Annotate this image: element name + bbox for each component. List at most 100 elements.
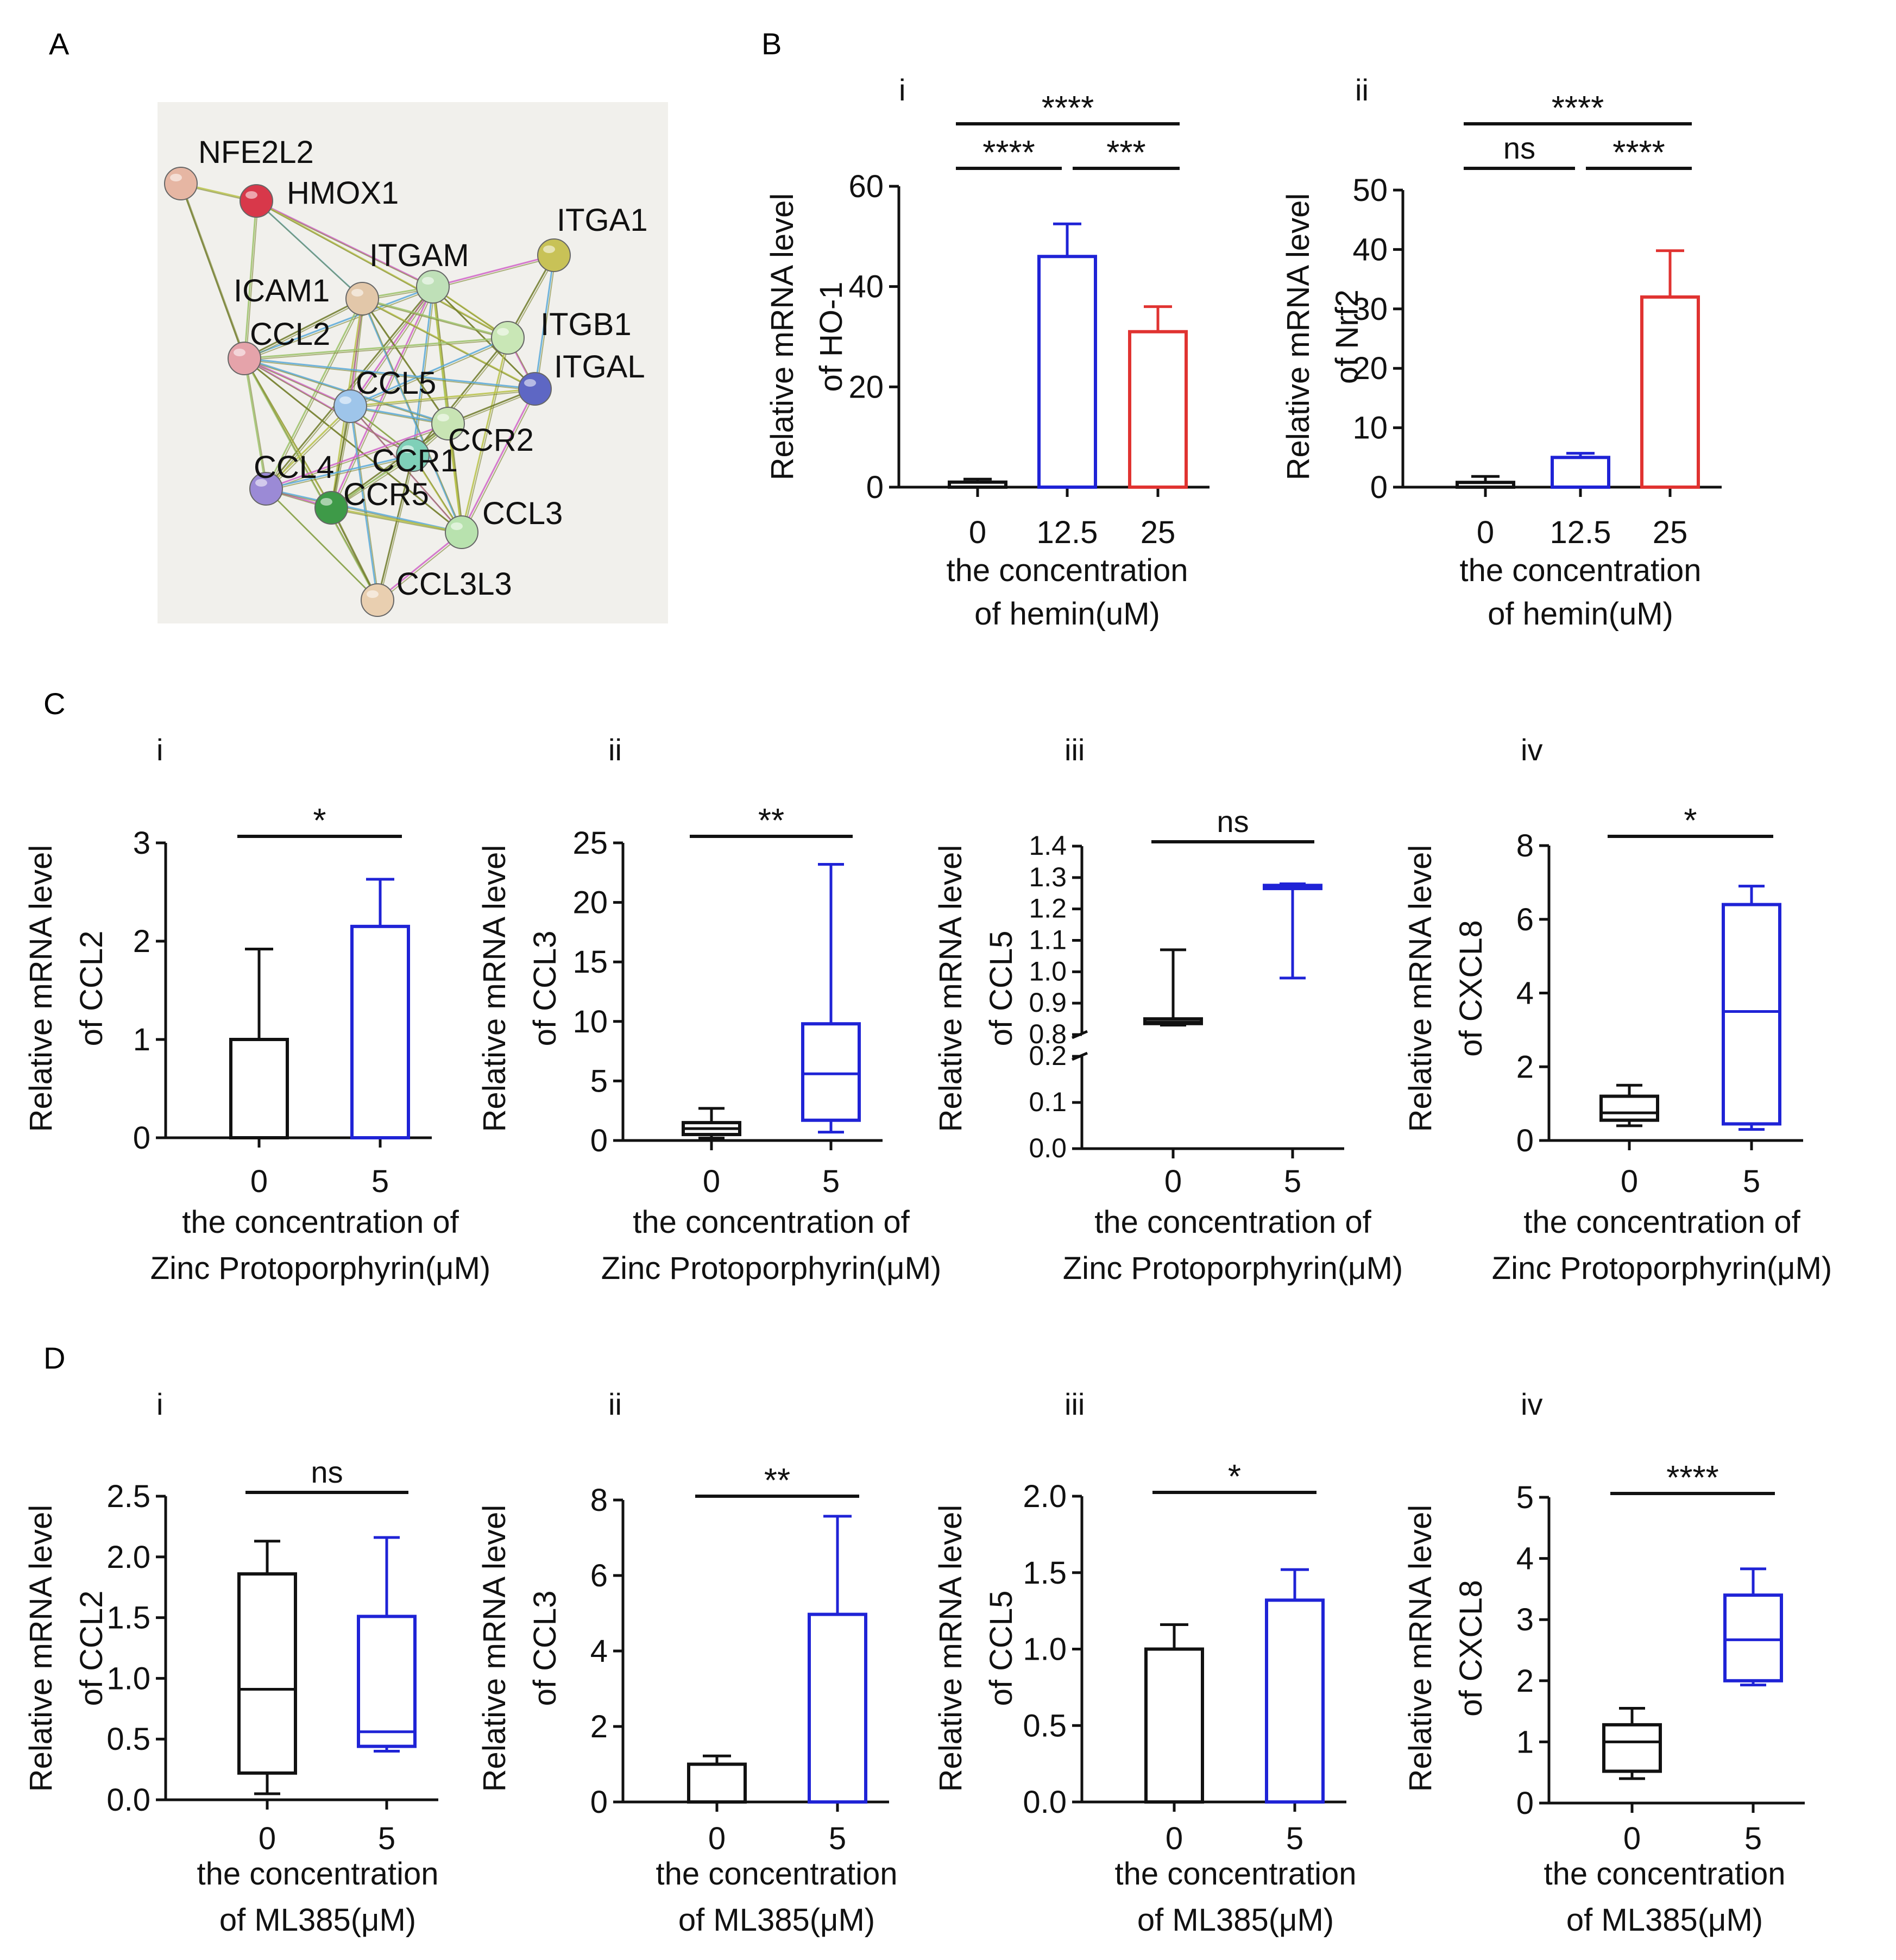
x-axis-label: Zinc Protoporphyrin(μM) <box>1492 1251 1832 1286</box>
chart-d-ii: ii 0 2 4 6 8 0 5 ** Relative mRNA level of CCL3 the… <box>477 1387 897 1938</box>
y-axis-label: Relative mRNA level <box>23 1505 59 1792</box>
network-node-label: CCL2 <box>250 317 330 352</box>
subpanel-label: iii <box>1064 733 1085 767</box>
network-edge <box>330 507 379 601</box>
network-edge <box>267 425 450 491</box>
x-tick-label: 5 <box>378 1821 395 1856</box>
x-tick-label: 5 <box>829 1821 846 1856</box>
bar <box>1265 1598 1325 1804</box>
network-edge <box>267 456 415 491</box>
y-axis-label: Relative mRNA level <box>477 845 512 1132</box>
network-edge <box>244 357 413 456</box>
network-edge <box>379 456 415 602</box>
subpanel-label: iii <box>1064 1387 1085 1421</box>
network-node-ccl4: CCL4 <box>249 450 334 506</box>
y-tick-label: 0 <box>1516 1123 1534 1158</box>
y-axis-label: of HO-1 <box>814 281 849 392</box>
chart-d-iv: iv 0 1 2 3 4 5 0 5 **** Relative mRNA level of CXCL… <box>1403 1387 1805 1938</box>
x-tick-label: 0 <box>1623 1821 1641 1856</box>
network-node-highlight <box>351 289 363 297</box>
x-tick-label: 0 <box>1621 1164 1638 1199</box>
y-tick-label: 0 <box>866 470 884 505</box>
x-axis-label: the concentration <box>1460 553 1702 588</box>
network-edge <box>245 360 352 408</box>
bar <box>1128 330 1188 489</box>
x-axis-label: of ML385(μM) <box>678 1902 875 1938</box>
x-axis-label: Zinc Protoporphyrin(μM) <box>150 1251 490 1286</box>
network-node-circle <box>445 515 478 549</box>
network-node-highlight <box>255 479 267 487</box>
y-tick-label: 10 <box>572 1004 608 1039</box>
network-node-label: CCR5 <box>343 477 429 512</box>
network-edge <box>245 360 464 534</box>
y-axis-label: of CCL5 <box>984 931 1019 1047</box>
network-edge <box>376 455 414 601</box>
y-tick-label: 0 <box>590 1785 608 1820</box>
x-tick-label: 5 <box>822 1164 840 1199</box>
network-node-circle <box>361 583 394 617</box>
network-edge <box>182 185 247 361</box>
x-tick-label: 0 <box>1164 1164 1182 1199</box>
network-node-icam1: ICAM1 <box>234 273 379 316</box>
network-node-ccr1: CCR1 <box>372 438 458 478</box>
network-node-label: CCL3 <box>482 496 563 531</box>
network-edge <box>363 300 510 340</box>
y-tick-label: 0 <box>133 1120 150 1156</box>
x-axis-label: of hemin(uM) <box>1488 596 1673 632</box>
y-tick-label: 1.0 <box>1029 956 1067 986</box>
network-edge <box>245 360 380 602</box>
y-tick-label: 5 <box>590 1063 608 1099</box>
network-edge <box>267 407 352 491</box>
network-node-label: HMOX1 <box>287 175 399 211</box>
panel-letter-a: A <box>49 27 70 61</box>
network-edge <box>243 200 257 359</box>
network-edge <box>330 286 434 508</box>
network-edge <box>244 337 508 360</box>
y-tick-label: 1.4 <box>1029 830 1067 861</box>
y-tick-label: 4 <box>590 1634 608 1669</box>
network-edge <box>266 454 413 490</box>
significance-label: **** <box>1552 90 1604 127</box>
network-edge <box>379 533 464 602</box>
bar <box>808 1612 867 1804</box>
y-axis-label: of CXCL8 <box>1453 1580 1489 1716</box>
y-tick-label: 1.0 <box>106 1661 150 1696</box>
network-node-circle <box>491 321 525 355</box>
significance-label: **** <box>1042 90 1094 127</box>
network-node-highlight <box>524 379 536 387</box>
y-tick-label: 6 <box>1516 902 1534 937</box>
subpanel-label: ii <box>608 1387 622 1421</box>
network-edge <box>363 300 450 426</box>
network-node-itgam: ITGAM <box>369 238 469 304</box>
significance-label: **** <box>1666 1459 1719 1497</box>
y-axis-label: of Nrf2 <box>1330 289 1365 384</box>
bar <box>1551 456 1610 489</box>
bar <box>1037 255 1097 489</box>
network-node-highlight <box>234 349 245 356</box>
network-node-label: ICAM1 <box>234 273 330 308</box>
network-edge <box>257 202 510 340</box>
y-tick-label: 20 <box>572 885 608 921</box>
network-edge <box>256 200 433 288</box>
y-tick-label: 25 <box>572 825 608 861</box>
significance-label: **** <box>1612 134 1665 172</box>
network-edge <box>349 406 379 601</box>
y-tick-label: 0.1 <box>1029 1087 1067 1117</box>
x-axis-label: the concentration <box>197 1856 439 1892</box>
x-tick-label: 0 <box>250 1164 268 1199</box>
subpanel-label: iv <box>1521 1387 1542 1421</box>
network-node-label: ITGAL <box>554 349 645 385</box>
network-node-itgb1: ITGB1 <box>491 307 632 355</box>
significance-label: ** <box>764 1462 790 1499</box>
y-tick-label: 60 <box>848 169 884 204</box>
network-node-label: NFE2L2 <box>198 135 314 170</box>
network-edge <box>351 390 537 408</box>
network-edge <box>330 406 351 508</box>
x-tick-label: 0 <box>1477 515 1494 550</box>
subpanel-label: ii <box>608 733 622 767</box>
network-node-label: ITGB1 <box>540 307 632 342</box>
protein-interaction-network: NFE2L2 HMOX1 ITGA1 ITGAM ICAM1 ITGB1 CCL2 ITGAL… <box>158 102 668 623</box>
y-tick-label: 0.0 <box>106 1782 150 1818</box>
network-edge <box>245 360 268 491</box>
